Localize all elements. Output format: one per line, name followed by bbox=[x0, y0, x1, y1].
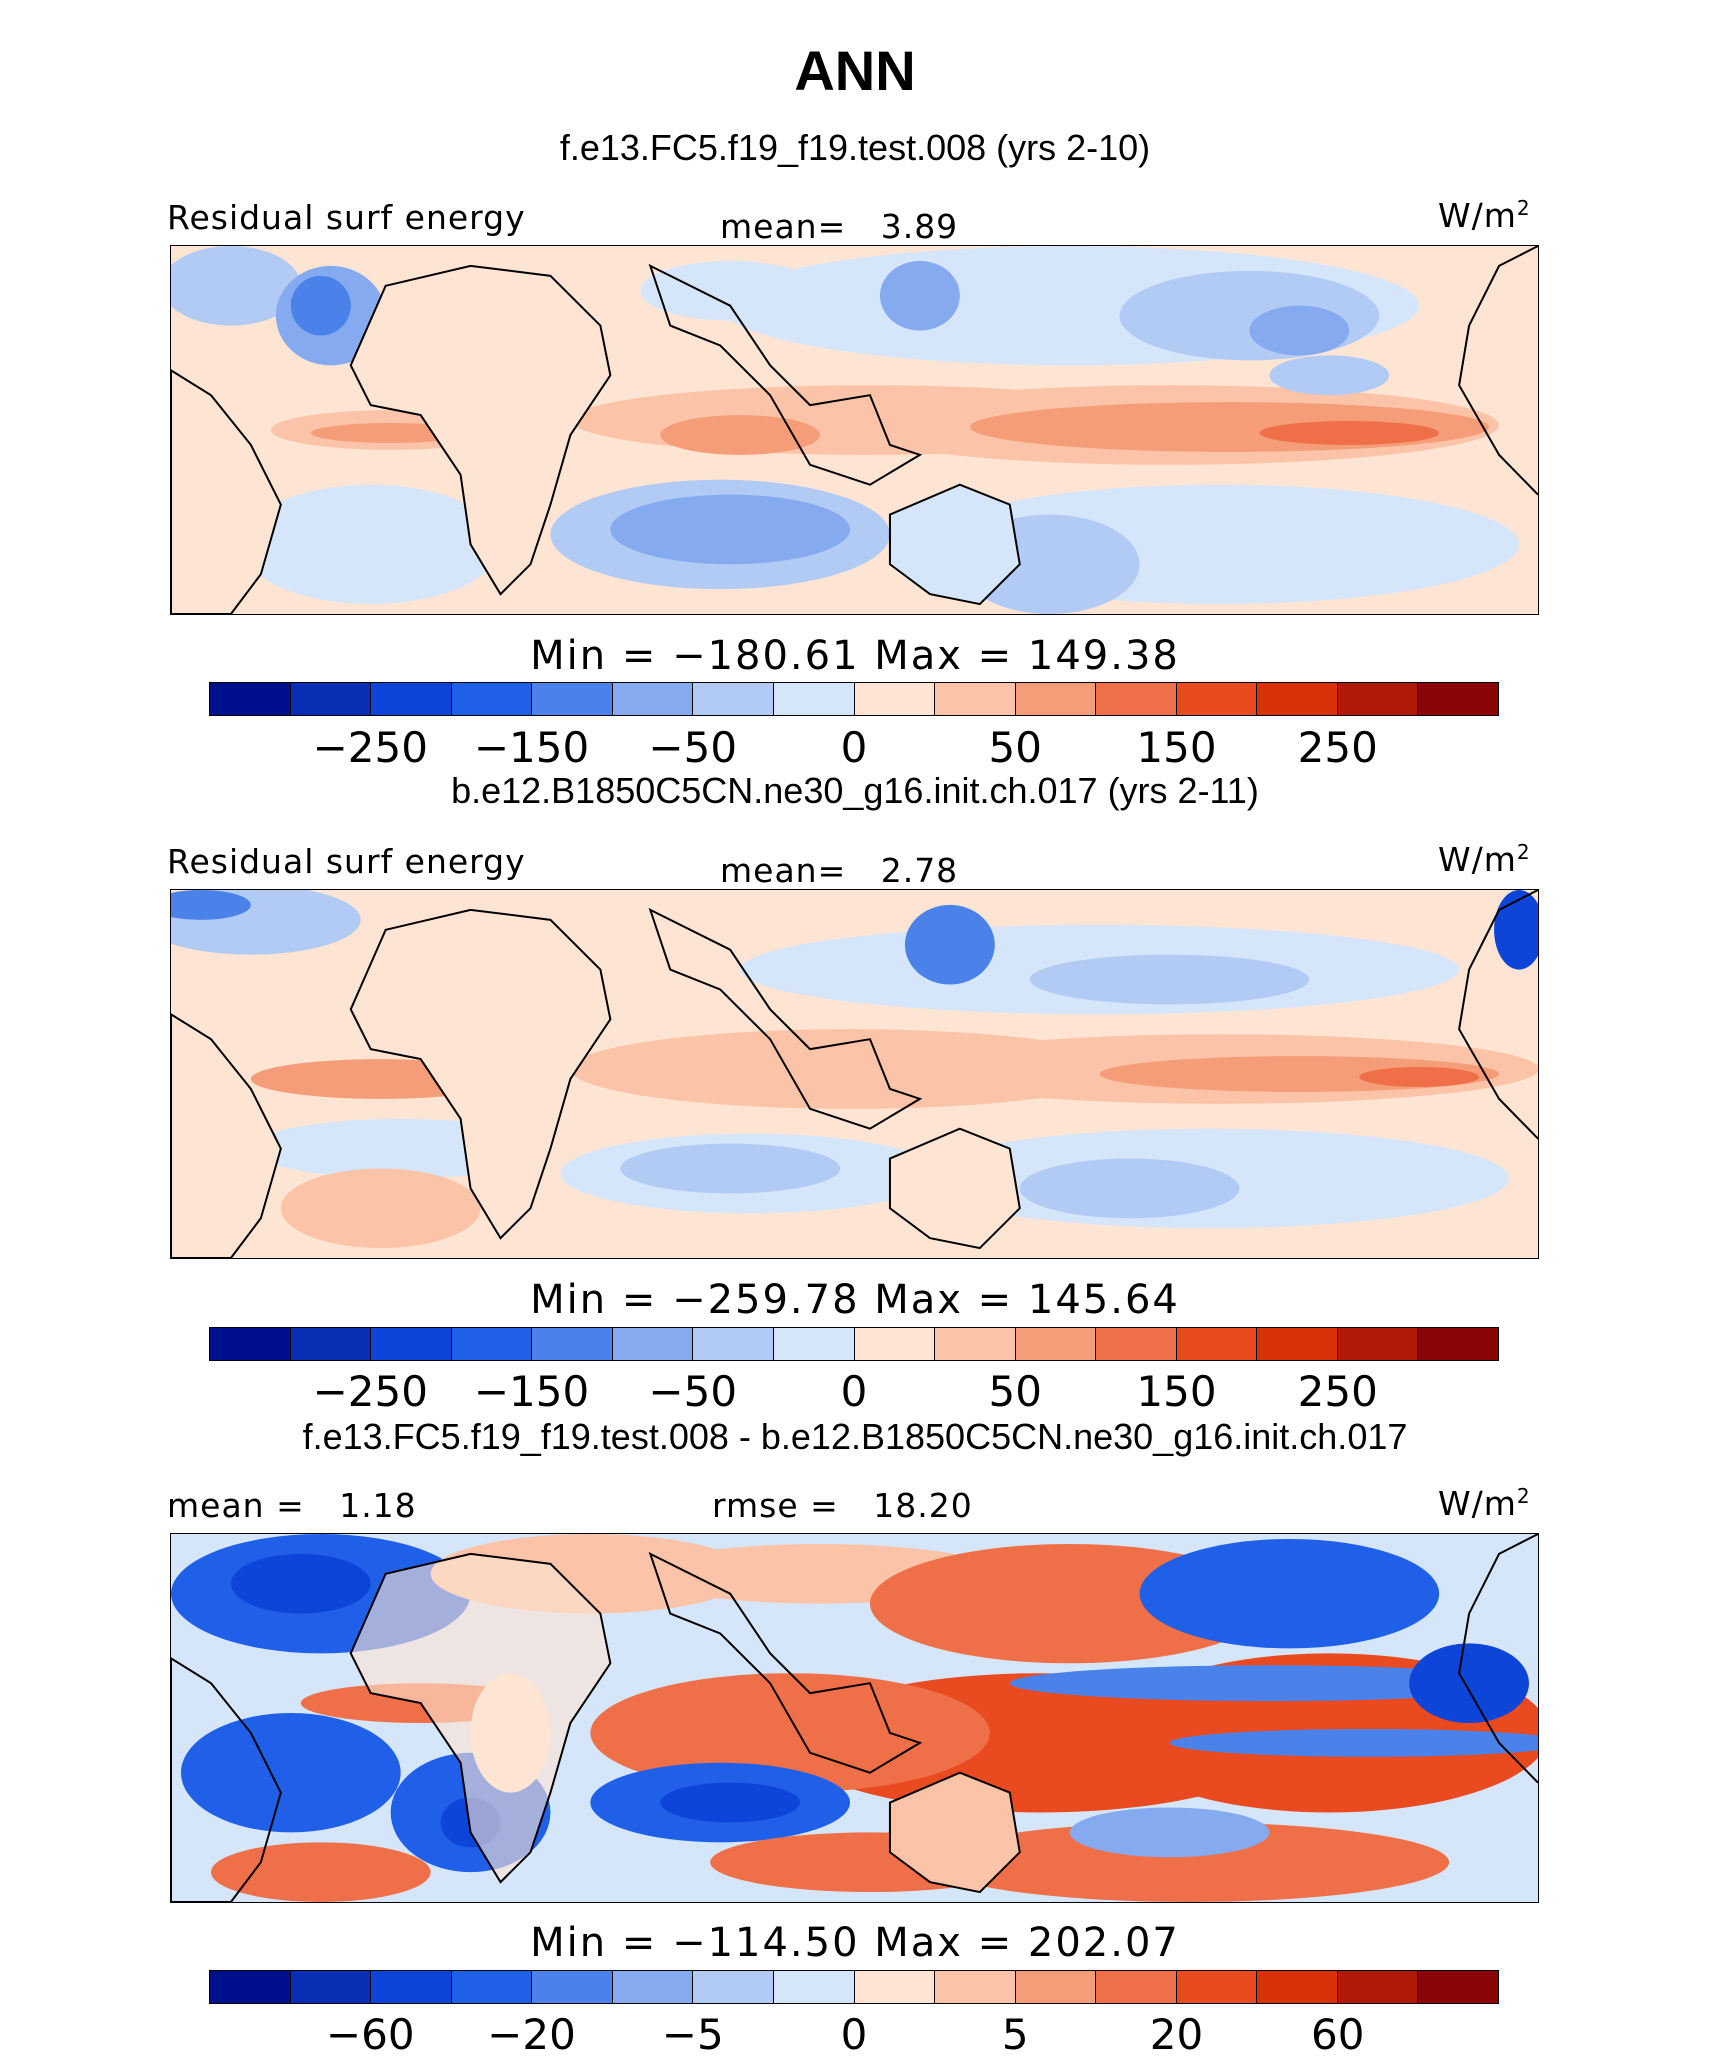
colorbar-swatch bbox=[935, 1328, 1016, 1360]
panel-1-map-field bbox=[171, 246, 1538, 614]
colorbar-swatch bbox=[612, 683, 694, 715]
colorbar-swatch bbox=[532, 1328, 613, 1360]
colorbar-swatch bbox=[693, 683, 774, 715]
colorbar-swatch bbox=[1176, 683, 1258, 715]
colorbar-swatch bbox=[1176, 1328, 1258, 1360]
panel-1-variable-label: Residual surf energy bbox=[167, 198, 526, 237]
panel-2-mean-label: mean= 2.78 bbox=[720, 851, 959, 890]
colorbar-tick-label: 5 bbox=[1001, 2010, 1029, 2059]
panel-3-minmax: Min = −114.50 Max = 202.07 bbox=[530, 1920, 1180, 1966]
colorbar-swatch bbox=[693, 1328, 774, 1360]
colorbar-swatch bbox=[210, 1328, 291, 1360]
panel-3-map-field bbox=[171, 1534, 1538, 1902]
colorbar-tick-label: 0 bbox=[840, 723, 868, 772]
panel-3-case-title: f.e13.FC5.f19_f19.test.008 - b.e12.B1850… bbox=[302, 1416, 1408, 1457]
panel-3-colorbar bbox=[209, 1970, 1499, 2004]
colorbar-swatch bbox=[1257, 1971, 1338, 2003]
colorbar-tick-label: −20 bbox=[487, 2010, 576, 2059]
colorbar-swatch bbox=[532, 1971, 613, 2003]
colorbar-swatch bbox=[1096, 1328, 1177, 1360]
panel-2-units: W/m2 bbox=[1438, 840, 1531, 879]
colorbar-swatch bbox=[1418, 1328, 1498, 1360]
colorbar-swatch bbox=[451, 1971, 533, 2003]
colorbar-tick-label: −250 bbox=[312, 1367, 428, 1416]
colorbar-tick-label: −150 bbox=[473, 723, 590, 772]
colorbar-swatch bbox=[1015, 1971, 1097, 2003]
panel-3-rmse-label: rmse = 18.20 bbox=[712, 1486, 973, 1525]
colorbar-swatch bbox=[1257, 1328, 1338, 1360]
colorbar-swatch bbox=[1096, 683, 1177, 715]
panel-3-units: W/m2 bbox=[1438, 1484, 1531, 1523]
colorbar-tick-label: −150 bbox=[473, 1367, 590, 1416]
colorbar-swatch bbox=[451, 683, 533, 715]
figure-title: ANN bbox=[794, 39, 916, 102]
colorbar-tick-label: 0 bbox=[840, 1367, 868, 1416]
colorbar-tick-label: 250 bbox=[1297, 723, 1378, 772]
panel-1-case-title: f.e13.FC5.f19_f19.test.008 (yrs 2-10) bbox=[559, 127, 1151, 168]
colorbar-swatch bbox=[935, 1971, 1016, 2003]
colorbar-swatch bbox=[290, 1328, 372, 1360]
colorbar-swatch bbox=[1015, 683, 1097, 715]
colorbar-swatch bbox=[773, 1971, 855, 2003]
colorbar-tick-label: −250 bbox=[312, 723, 428, 772]
colorbar-swatch bbox=[1337, 683, 1419, 715]
panel-2-minmax: Min = −259.78 Max = 145.64 bbox=[530, 1277, 1180, 1323]
colorbar-tick-label: 150 bbox=[1136, 723, 1217, 772]
colorbar-swatch bbox=[612, 1328, 694, 1360]
colorbar-swatch bbox=[1337, 1328, 1419, 1360]
colorbar-tick-label: −5 bbox=[661, 2010, 724, 2059]
panel-2-case-title: b.e12.B1850C5CN.ne30_g16.init.ch.017 (yr… bbox=[451, 770, 1259, 811]
colorbar-swatch bbox=[451, 1328, 533, 1360]
colorbar-swatch bbox=[612, 1971, 694, 2003]
colorbar-swatch bbox=[290, 1971, 372, 2003]
colorbar-swatch bbox=[773, 683, 855, 715]
colorbar-tick-label: 20 bbox=[1149, 2010, 1204, 2059]
panel-2-variable-label: Residual surf energy bbox=[167, 842, 526, 881]
colorbar-swatch bbox=[1176, 1971, 1258, 2003]
colorbar-swatch bbox=[1096, 1971, 1177, 2003]
colorbar-swatch bbox=[1418, 683, 1498, 715]
colorbar-swatch bbox=[210, 1971, 291, 2003]
panel-1-map bbox=[170, 245, 1539, 615]
colorbar-swatch bbox=[854, 1328, 936, 1360]
colorbar-swatch bbox=[371, 1328, 452, 1360]
colorbar-swatch bbox=[290, 683, 372, 715]
colorbar-swatch bbox=[1257, 683, 1338, 715]
colorbar-swatch bbox=[693, 1971, 774, 2003]
panel-1-units: W/m2 bbox=[1438, 196, 1531, 235]
colorbar-swatch bbox=[1337, 1971, 1419, 2003]
colorbar-tick-label: 0 bbox=[840, 2010, 868, 2059]
panel-3-mean-label: mean = 1.18 bbox=[167, 1486, 417, 1525]
panel-2-map bbox=[170, 889, 1539, 1259]
colorbar-tick-label: −50 bbox=[648, 1367, 738, 1416]
colorbar-swatch bbox=[854, 683, 936, 715]
panel-1-colorbar bbox=[209, 682, 1499, 716]
colorbar-swatch bbox=[1418, 1971, 1498, 2003]
colorbar-swatch bbox=[773, 1328, 855, 1360]
panel-1-mean-label: mean= 3.89 bbox=[720, 207, 959, 246]
colorbar-tick-label: 50 bbox=[988, 723, 1042, 772]
colorbar-swatch bbox=[854, 1971, 936, 2003]
colorbar-tick-label: 250 bbox=[1297, 1367, 1378, 1416]
colorbar-tick-label: 60 bbox=[1311, 2010, 1365, 2059]
colorbar-tick-label: −60 bbox=[325, 2010, 415, 2059]
panel-2-map-field bbox=[171, 890, 1538, 1258]
colorbar-swatch bbox=[1015, 1328, 1097, 1360]
colorbar-swatch bbox=[371, 1971, 452, 2003]
colorbar-swatch bbox=[371, 683, 452, 715]
colorbar-tick-label: −50 bbox=[648, 723, 738, 772]
colorbar-swatch bbox=[532, 683, 613, 715]
panel-3-map bbox=[170, 1533, 1539, 1903]
colorbar-tick-label: 150 bbox=[1136, 1367, 1217, 1416]
colorbar-tick-label: 50 bbox=[988, 1367, 1042, 1416]
panel-2-colorbar bbox=[209, 1327, 1499, 1361]
colorbar-swatch bbox=[935, 683, 1016, 715]
colorbar-swatch bbox=[210, 683, 291, 715]
panel-1-minmax: Min = −180.61 Max = 149.38 bbox=[530, 633, 1180, 679]
